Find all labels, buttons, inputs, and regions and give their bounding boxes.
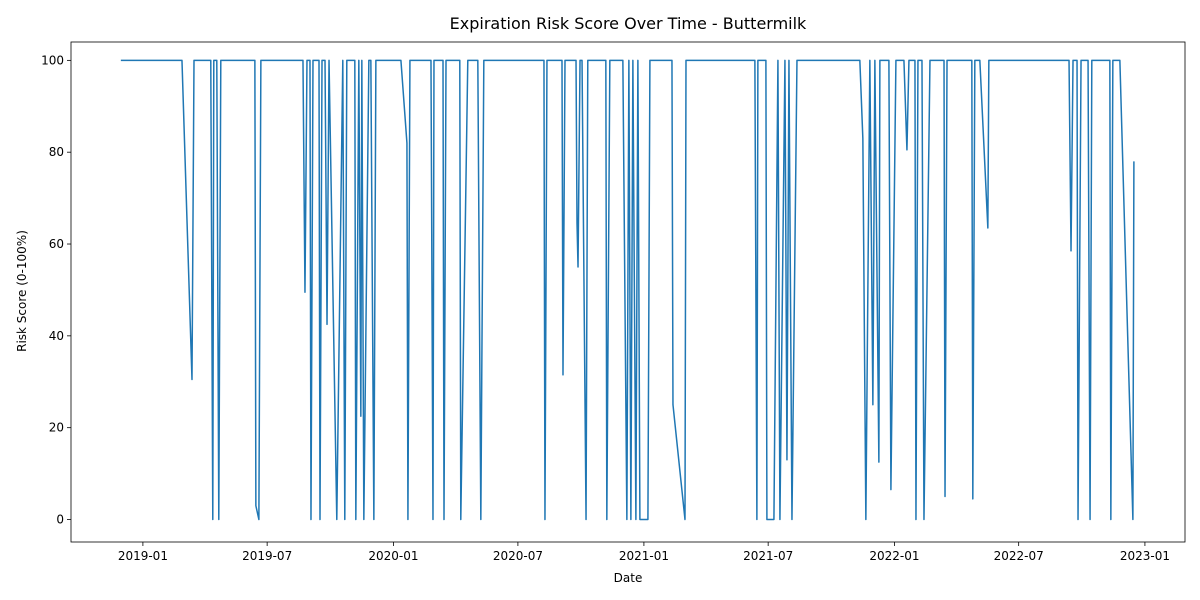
- x-tick-label: 2023-01: [1120, 549, 1170, 563]
- y-tick-label: 0: [56, 513, 64, 527]
- x-tick-label: 2021-01: [619, 549, 669, 563]
- x-tick-label: 2022-07: [994, 549, 1044, 563]
- x-tick-label: 2019-01: [118, 549, 168, 563]
- y-tick-label: 100: [41, 53, 64, 67]
- y-tick-label: 60: [49, 237, 64, 251]
- y-tick-label: 20: [49, 421, 64, 435]
- x-tick-label: 2019-07: [242, 549, 292, 563]
- y-axis-label: Risk Score (0-100%): [15, 230, 29, 352]
- x-axis-label: Date: [614, 571, 643, 585]
- x-tick-label: 2020-01: [368, 549, 418, 563]
- y-tick-label: 80: [49, 145, 64, 159]
- data-line: [120, 59, 1135, 521]
- x-tick-label: 2021-07: [743, 549, 793, 563]
- y-tick-label: 40: [49, 329, 64, 343]
- x-tick-label: 2020-07: [493, 549, 543, 563]
- x-tick-label: 2022-01: [869, 549, 919, 563]
- plot-frame: [70, 41, 1186, 543]
- chart-title: Expiration Risk Score Over Time - Butter…: [450, 14, 807, 33]
